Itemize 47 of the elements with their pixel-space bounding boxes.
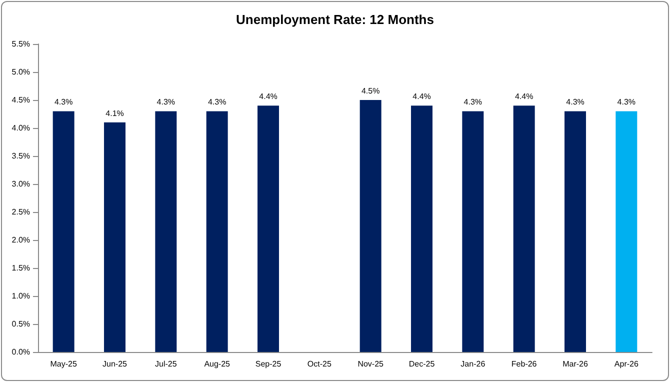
bar bbox=[564, 111, 586, 352]
x-tick-label: Jan-26 bbox=[460, 360, 486, 368]
x-tick-label: Oct-25 bbox=[307, 360, 332, 368]
chart-title: Unemployment Rate: 12 Months bbox=[236, 12, 434, 27]
data-label: 4.3% bbox=[566, 98, 584, 107]
data-label: 4.3% bbox=[208, 98, 226, 107]
x-tick-label: Sep-25 bbox=[255, 360, 282, 368]
x-tick-label: Nov-25 bbox=[358, 360, 384, 368]
data-label: 4.3% bbox=[617, 98, 636, 107]
x-tick-label: May-25 bbox=[50, 360, 78, 368]
y-tick-label: 0.0% bbox=[12, 348, 30, 356]
bar bbox=[616, 111, 638, 352]
x-tick-label: Dec-25 bbox=[408, 360, 436, 368]
data-label: 4.3% bbox=[54, 98, 73, 107]
y-tick-label: 0.5% bbox=[12, 320, 30, 328]
bar bbox=[206, 111, 228, 352]
x-tick-label: Apr-26 bbox=[614, 360, 639, 368]
bar bbox=[513, 106, 535, 352]
y-tick-label: 4.5% bbox=[12, 96, 30, 104]
data-label: 4.1% bbox=[106, 108, 124, 118]
bar bbox=[462, 111, 484, 352]
bar bbox=[258, 106, 279, 352]
y-tick-label: 2.0% bbox=[12, 236, 30, 244]
bar bbox=[52, 111, 74, 352]
data-label: 4.4% bbox=[259, 92, 278, 102]
y-tick-label: 4.0% bbox=[12, 124, 30, 132]
y-tick-label: 5.5% bbox=[12, 40, 30, 48]
y-tick-label: 3.5% bbox=[12, 152, 30, 160]
x-tick-label: Feb-26 bbox=[511, 360, 538, 368]
x-tick-label: Jul-25 bbox=[155, 360, 178, 368]
data-label: 4.3% bbox=[156, 98, 176, 107]
y-tick-label: 3.0% bbox=[12, 180, 30, 188]
x-tick-label: Aug-25 bbox=[204, 360, 231, 368]
x-tick-label: Jun-25 bbox=[102, 360, 128, 368]
data-label: 4.5% bbox=[361, 86, 380, 96]
bar bbox=[155, 111, 177, 352]
y-tick-label: 5.0% bbox=[12, 68, 30, 76]
bar bbox=[104, 122, 126, 352]
y-tick-label: 2.5% bbox=[12, 208, 30, 216]
x-tick-label: Mar-26 bbox=[562, 360, 588, 368]
y-tick-label: 1.0% bbox=[12, 292, 30, 300]
data-label: 4.4% bbox=[514, 92, 534, 102]
data-label: 4.3% bbox=[464, 98, 482, 107]
data-label: 4.4% bbox=[412, 92, 431, 102]
bar bbox=[360, 100, 382, 352]
y-tick-label: 1.5% bbox=[12, 264, 30, 272]
bar bbox=[411, 106, 432, 352]
